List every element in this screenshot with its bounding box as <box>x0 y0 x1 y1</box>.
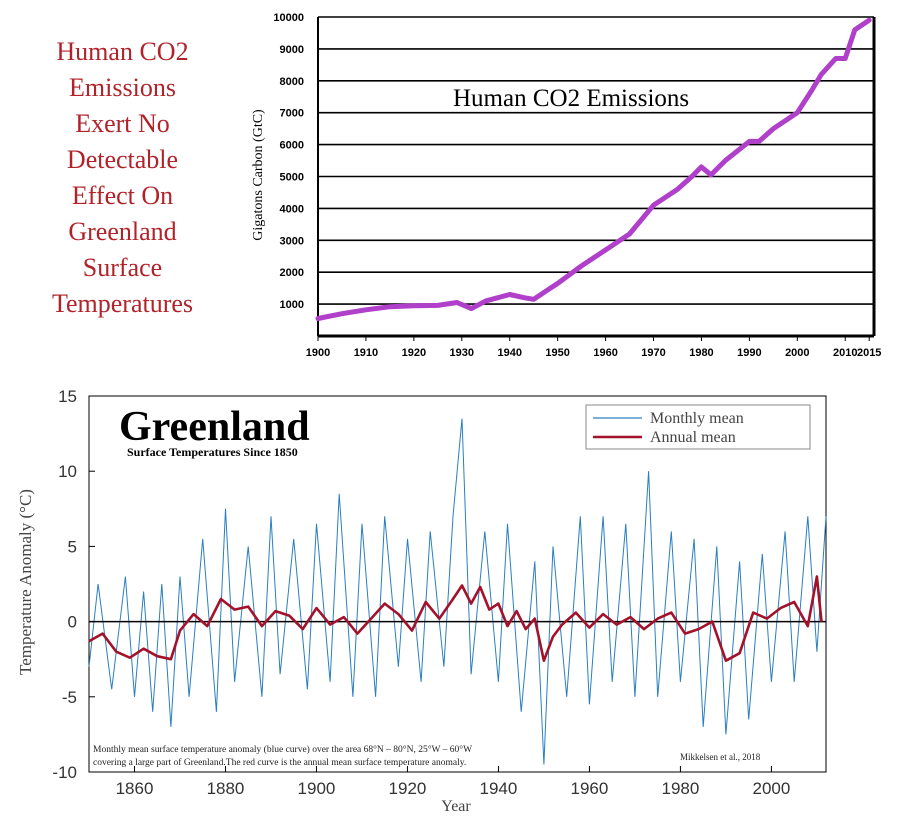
greenland-y-ticks: -10 -5 0 5 10 15 <box>52 387 95 782</box>
co2-chart-title: Human CO2 Emissions <box>453 85 689 112</box>
annual-mean-line <box>88 575 823 662</box>
y-tick-label: 0 <box>68 613 77 632</box>
legend-monthly-label: Monthly mean <box>650 410 744 427</box>
headline-line: Exert No <box>75 109 170 138</box>
y-tick-label: 6000 <box>280 140 304 152</box>
monthly-mean-line <box>88 418 827 765</box>
x-tick-label: 2015 <box>857 347 881 359</box>
y-tick-label: -5 <box>62 688 77 707</box>
x-tick-label: 1990 <box>737 347 761 359</box>
co2-grid <box>318 16 874 305</box>
source-credit: Mikkelsen et al., 2018 <box>680 752 761 762</box>
greenland-y-axis-label: Temperature Anomaly (°C) <box>16 489 35 675</box>
y-tick-label: 10000 <box>273 12 304 24</box>
co2-emissions-chart: 1000 2000 3000 4000 5000 6000 7000 8000 9000 1000… <box>251 12 881 359</box>
co2-y-axis-label: Gigatons Carbon (GtC) <box>251 109 266 241</box>
x-tick-label: 1960 <box>593 347 617 359</box>
co2-emissions-line <box>315 17 872 321</box>
chart-note: Monthly mean surface temperature anomaly… <box>93 744 472 768</box>
legend-box <box>585 404 811 450</box>
headline-line: Detectable <box>66 145 179 174</box>
co2-plot-frame <box>317 17 876 338</box>
co2-x-ticks: 1900 1910 1920 1930 1940 1950 1960 1970 1980 1990… <box>306 336 881 359</box>
y-tick-label: 3000 <box>280 235 304 247</box>
y-tick-label: 1000 <box>280 299 304 311</box>
x-tick-label: 1940 <box>480 779 518 798</box>
y-tick-label: -10 <box>52 763 77 782</box>
y-tick-label: 15 <box>58 387 77 406</box>
x-tick-label: 1900 <box>298 779 336 798</box>
x-tick-label: 1950 <box>545 347 569 359</box>
plot-border <box>88 395 827 773</box>
x-tick-label: 1920 <box>402 347 426 359</box>
y-tick-label: 2000 <box>280 267 304 279</box>
legend-annual-label: Annual mean <box>650 429 736 446</box>
greenland-title: Greenland <box>119 404 310 450</box>
y-tick-label: 9000 <box>280 44 304 56</box>
headline: Human CO2 Emissions Exert No Detectable Effe… <box>20 34 225 322</box>
co2-y-ticks: 1000 2000 3000 4000 5000 6000 7000 8000 9000 1000… <box>273 12 304 311</box>
x-tick-label: 2000 <box>752 779 790 798</box>
x-tick-label: 2010 <box>833 347 857 359</box>
x-tick-label: 1900 <box>306 347 330 359</box>
y-tick-label: 10 <box>58 462 77 481</box>
headline-line: Effect On <box>71 181 174 210</box>
greenland-subtitle: Surface Temperatures Since 1850 <box>127 445 298 459</box>
x-tick-label: 1910 <box>354 347 378 359</box>
x-tick-label: 1960 <box>571 779 609 798</box>
headline-line: Human CO2 <box>56 37 189 66</box>
y-tick-label: 5000 <box>280 172 304 184</box>
x-tick-label: 1980 <box>662 779 700 798</box>
y-tick-label: 4000 <box>280 203 304 215</box>
greenland-x-axis-label: Year <box>441 798 471 815</box>
x-tick-label: 1860 <box>116 779 154 798</box>
note-line: Monthly mean surface temperature anomaly… <box>93 744 472 755</box>
legend: Monthly mean Annual mean <box>585 404 811 450</box>
greenland-plot-frame <box>88 395 827 773</box>
x-tick-label: 1930 <box>450 347 474 359</box>
greenland-x-ticks: 1860 1880 1900 1920 1940 1960 1980 2000 <box>116 766 790 798</box>
x-tick-label: 1920 <box>389 779 427 798</box>
headline-line: Temperatures <box>51 289 194 318</box>
x-tick-label: 1970 <box>641 347 665 359</box>
x-tick-label: 1880 <box>207 779 245 798</box>
x-tick-label: 1980 <box>689 347 713 359</box>
headline-line: Greenland <box>68 217 177 246</box>
headline-line: Surface <box>82 253 163 282</box>
headline-line: Emissions <box>69 73 176 102</box>
y-tick-label: 8000 <box>280 76 304 88</box>
y-tick-label: 7000 <box>280 108 304 120</box>
y-tick-label: 5 <box>68 537 77 556</box>
note-line: covering a large part of Greenland.The r… <box>93 757 466 768</box>
x-tick-label: 2000 <box>785 347 809 359</box>
x-tick-label: 1940 <box>497 347 521 359</box>
